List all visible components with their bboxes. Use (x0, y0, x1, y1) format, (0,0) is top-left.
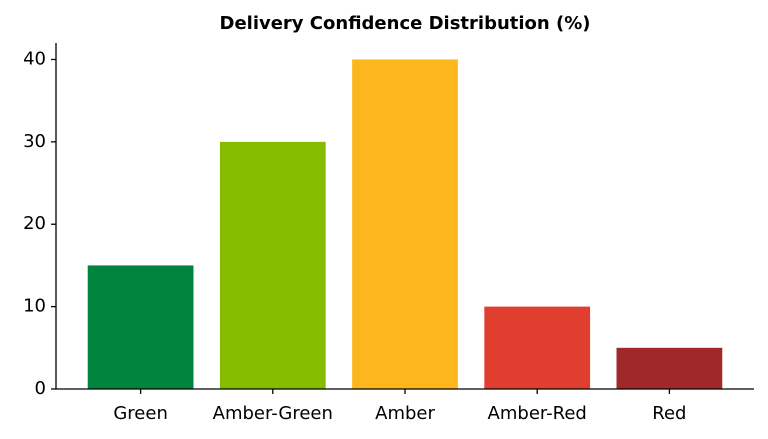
y-tick-label: 20 (23, 213, 46, 234)
bar (219, 141, 326, 389)
y-tick-label: 10 (23, 296, 46, 317)
bar (484, 306, 591, 389)
bar (616, 347, 723, 389)
x-tick-label: Amber (375, 403, 435, 424)
y-tick-label: 0 (35, 378, 46, 399)
bar (352, 59, 458, 389)
y-tick-label: 30 (23, 131, 46, 152)
x-tick-label: Amber-Green (213, 403, 333, 424)
x-tick-label: Red (652, 403, 686, 424)
x-tick-label: Green (113, 403, 168, 424)
chart-title: Delivery Confidence Distribution (%) (220, 13, 591, 34)
x-tick-label: Amber-Red (488, 403, 587, 424)
y-tick-label: 40 (23, 48, 46, 69)
bar (87, 265, 194, 389)
